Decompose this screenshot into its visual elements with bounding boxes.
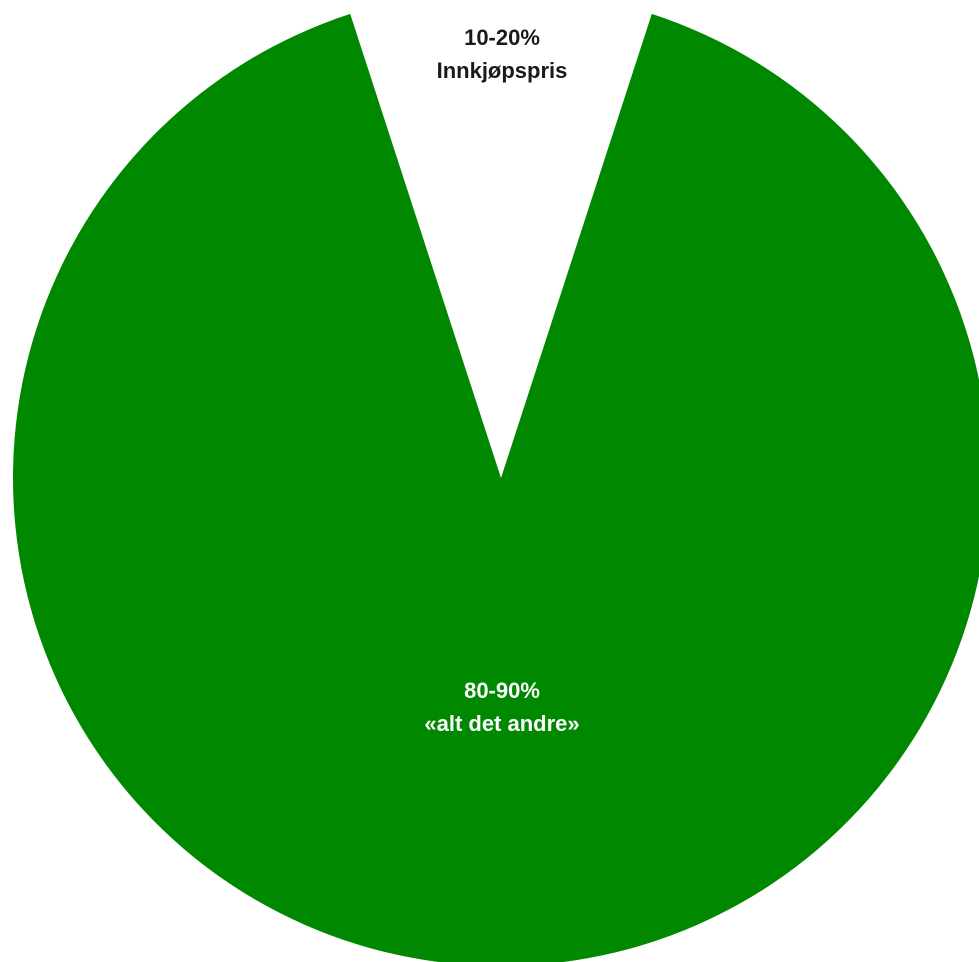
pie-slice-innkjopspris	[350, 0, 652, 478]
pie-slice-label-0-line-0: 10-20%	[464, 25, 540, 50]
pie-slice-label-0-line-1: Innkjøpspris	[437, 58, 568, 83]
pie-slice-label-1-line-1: «alt det andre»	[424, 711, 579, 736]
pie-labels: 10-20% Innkjøpspris 80-90% «alt det andre»	[424, 25, 579, 736]
pie-slice-alt-det-andre	[13, 13, 979, 962]
pie-slices	[13, 0, 979, 962]
pie-slice-label-1-line-0: 80-90%	[464, 678, 540, 703]
